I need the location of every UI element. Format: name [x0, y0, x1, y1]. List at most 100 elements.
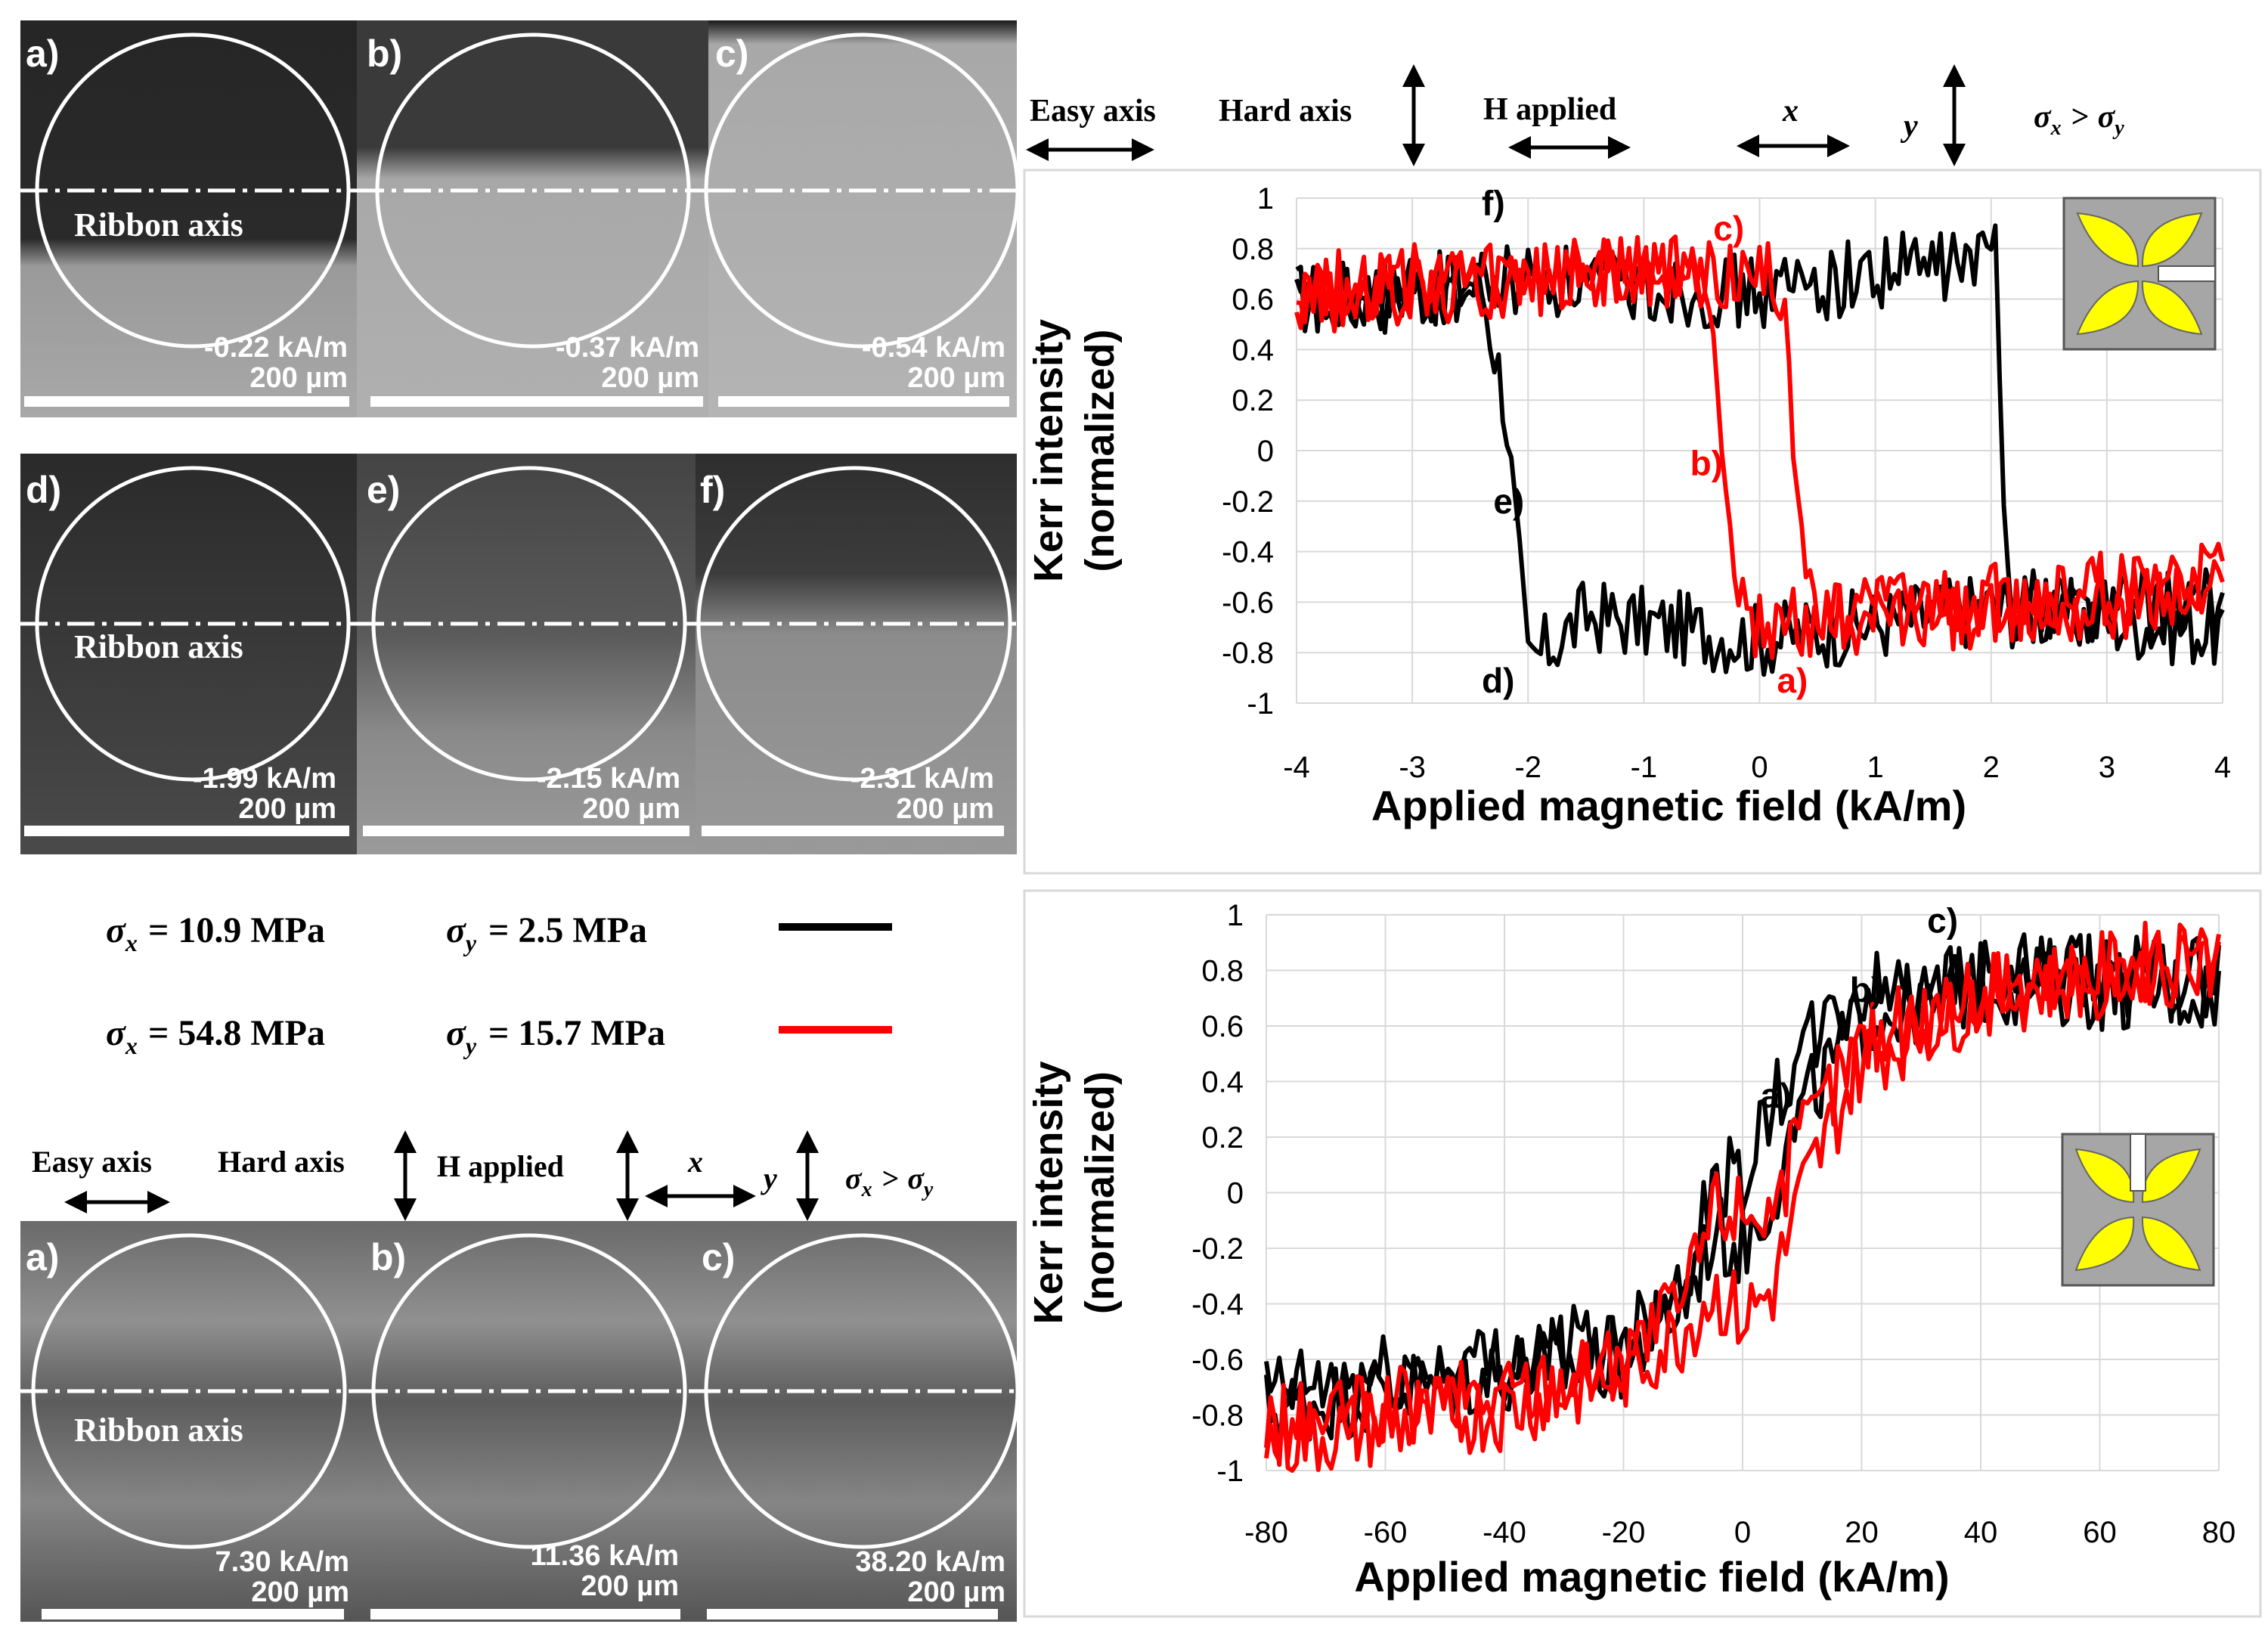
y-dir-label: y	[1900, 109, 1918, 144]
y-tick-label: -1	[1216, 1455, 1244, 1488]
y-tick-label: -0.8	[1222, 637, 1274, 670]
field-value: 7.30 kA/m	[215, 1546, 349, 1578]
h-applied-label: H applied	[1483, 92, 1616, 127]
kerr-image-e: e) -2.15 kA/m 200 µm	[357, 454, 696, 854]
y-axis-title-line1: Kerr intensity	[1026, 319, 1071, 582]
series-line-red-descending	[1264, 927, 2221, 1468]
hard-axis-label: Hard axis	[1219, 94, 1352, 129]
h-applied-label: H applied	[437, 1149, 564, 1183]
panel-label: a)	[26, 1236, 59, 1279]
hysteresis-chart-hard-axis: -1 -0.8 -0.6 -0.4 -0.2 0 0.2 0.4 0.6 0.8 1 -80 -60 -4…	[1023, 889, 2262, 1618]
curve-annotation: d)	[1482, 661, 1514, 700]
kerr-image-c-bottom: c) 38.20 kA/m 200 µm	[693, 1221, 1020, 1622]
y-tick-label: 0.2	[1201, 1121, 1244, 1155]
y-axis-title-line1: Kerr intensity	[1026, 1061, 1071, 1324]
x-axis-title: Applied magnetic field (kA/m)	[1371, 782, 1966, 829]
easy-axis-label: Easy axis	[1030, 94, 1156, 129]
easy-axis-label: Easy axis	[32, 1145, 152, 1179]
kerr-image-a-bottom: a) Ribbon axis 7.30 kA/m 200 µm	[20, 1221, 361, 1622]
x-tick-label: 0	[1734, 1516, 1751, 1549]
scale-label: 200 µm	[581, 1570, 679, 1602]
field-value: -0.37 kA/m	[556, 332, 699, 364]
series-line-red-ascending	[1294, 234, 2225, 652]
y-dir-label: y	[761, 1161, 777, 1195]
x-dir-label: x	[687, 1145, 703, 1179]
y-tick-label: -0.2	[1191, 1232, 1244, 1266]
x-tick-label: 0	[1751, 751, 1768, 784]
inset-sample-holder-hard	[2061, 1133, 2215, 1287]
y-tick-label: -0.4	[1222, 536, 1274, 569]
y-tick-label: -0.4	[1191, 1288, 1244, 1322]
x-axis-title: Applied magnetic field (kA/m)	[1354, 1553, 1949, 1601]
field-value: -0.54 kA/m	[862, 332, 1005, 364]
panel-label: b)	[367, 33, 402, 75]
field-value: 38.20 kA/m	[855, 1546, 1005, 1578]
svg-text:σx: σx	[106, 910, 138, 956]
hysteresis-chart-easy-axis: -1 -0.8 -0.6 -0.4 -0.2 0 0.2 0.4 0.6 0.8 1 -4 -3 -2 -1…	[1023, 169, 2262, 875]
field-value: 11.36 kA/m	[531, 1540, 679, 1572]
kerr-image-a-top: a) Ribbon axis -0.22 kA/m 200 µm	[20, 20, 357, 417]
stress-relation: σx > σy	[845, 1161, 934, 1201]
svg-text:= 2.5 MPa: = 2.5 MPa	[488, 910, 647, 950]
y-tick-label: 0.4	[1232, 333, 1274, 367]
x-dir-label: x	[1782, 94, 1799, 129]
legend-entry-red: σx = 54.8 MPa σy = 15.7 MPa	[106, 1013, 892, 1059]
x-tick-label: 20	[1845, 1516, 1879, 1549]
curve-annotation: c)	[1713, 209, 1744, 248]
svg-text:σx: σx	[106, 1013, 138, 1059]
y-tick-label: 0.8	[1232, 233, 1274, 266]
y-axis-title-line2: (normalized)	[1077, 329, 1123, 572]
y-axis-title-line2: (normalized)	[1077, 1071, 1123, 1314]
panel-label: b)	[370, 1236, 406, 1279]
kerr-image-b-top: b) -0.37 kA/m 200 µm	[357, 20, 708, 417]
legend-entry-black: σx = 10.9 MPa σy = 2.5 MPa	[106, 910, 892, 956]
x-tick-label: 80	[2202, 1516, 2236, 1549]
panel-label: c)	[702, 1236, 735, 1279]
y-tick-label: 1	[1227, 899, 1244, 932]
x-tick-label: 2	[1983, 751, 2000, 784]
curve-annotation: b)	[1850, 970, 1882, 1009]
panel-label: c)	[715, 33, 748, 75]
y-tick-label: 0	[1257, 435, 1274, 468]
y-tick-label: 0	[1227, 1177, 1244, 1210]
scale-label: 200 µm	[896, 793, 994, 825]
ribbon-axis-label: Ribbon axis	[74, 1412, 243, 1449]
field-value: -0.22 kA/m	[204, 332, 348, 364]
bottom-axes-header: Easy axis Hard axis H applied x y σx > σy	[32, 1130, 934, 1221]
curve-annotation: f)	[1482, 184, 1505, 223]
x-tick-label: -20	[1602, 1516, 1646, 1549]
kerr-image-c-top: c) -0.54 kA/m 200 µm	[704, 20, 1020, 417]
scale-label: 200 µm	[238, 793, 336, 825]
y-tick-label: 0.8	[1201, 955, 1244, 988]
svg-text:σy: σy	[446, 910, 477, 956]
y-tick-label: 0.6	[1201, 1010, 1244, 1043]
field-value: -2.15 kA/m	[537, 763, 680, 795]
x-tick-label: -60	[1364, 1516, 1408, 1549]
x-tick-label: -4	[1283, 751, 1310, 784]
scale-label: 200 µm	[601, 362, 699, 394]
y-tick-label: 0.4	[1201, 1066, 1244, 1099]
y-tick-label: -0.6	[1222, 586, 1274, 619]
curve-annotation: a)	[1777, 661, 1808, 700]
panel-label: f)	[700, 469, 725, 511]
series-line-red-ascending	[1264, 920, 2221, 1473]
x-tick-label: 1	[1867, 751, 1884, 784]
scale-label: 200 µm	[251, 1576, 349, 1608]
stress-relation: σx > σy	[2034, 100, 2124, 140]
svg-text:= 10.9 MPa: = 10.9 MPa	[148, 910, 325, 950]
panel-label: d)	[26, 469, 61, 511]
curve-annotation: a)	[1761, 1076, 1792, 1115]
hard-axis-label: Hard axis	[218, 1145, 345, 1179]
scale-label: 200 µm	[907, 362, 1005, 394]
field-value: -2.31 kA/m	[850, 763, 994, 795]
x-tick-label: -40	[1483, 1516, 1526, 1549]
x-tick-label: -1	[1631, 751, 1658, 784]
y-tick-label: 1	[1257, 182, 1274, 215]
kerr-image-d: d) Ribbon axis -1.99 kA/m 200 µm	[20, 454, 357, 854]
curve-annotation: b)	[1690, 444, 1723, 483]
svg-text:= 15.7 MPa: = 15.7 MPa	[488, 1013, 665, 1053]
top-axes-header: Easy axis Hard axis H applied x y σx > σy	[1026, 64, 2124, 166]
ribbon-axis-label: Ribbon axis	[74, 206, 243, 243]
y-tick-label: 0.2	[1232, 384, 1274, 417]
x-tick-label: -80	[1244, 1516, 1288, 1549]
